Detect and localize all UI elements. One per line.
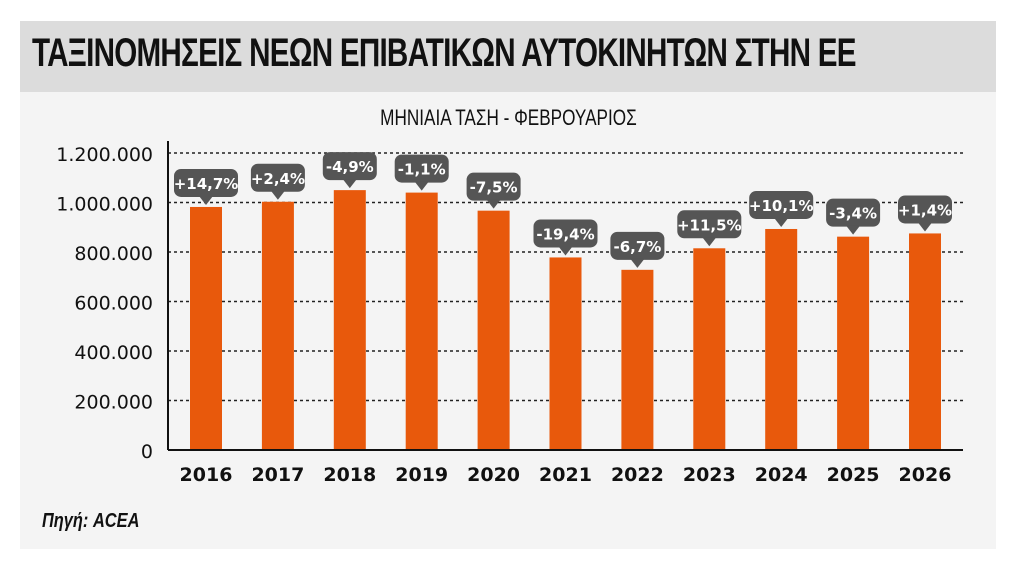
data-label: -19,4%: [536, 225, 594, 243]
data-label-pointer: [342, 179, 357, 189]
data-label-bubble: [174, 168, 238, 197]
data-label-bubble: [250, 163, 305, 192]
y-tick-label: 1.000.000: [56, 194, 153, 216]
data-label: -4,9%: [326, 158, 374, 176]
x-tick-label: 2023: [683, 464, 736, 486]
data-label-pointer: [630, 258, 645, 268]
chart-subtitle-text: ΜΗΝΙΑΙΑ ΤΑΣΗ - ΦΕΒΡΟΥΑΡΙΟΣ: [379, 105, 637, 130]
data-label-pointer: [702, 237, 717, 247]
data-label-pointer: [846, 225, 861, 235]
x-tick-label: 2026: [899, 464, 952, 486]
x-tick-label: 2020: [467, 464, 520, 486]
bar-2025: [837, 236, 870, 450]
bar-2023: [693, 248, 726, 450]
chart-subtitle: ΜΗΝΙΑΙΑ ΤΑΣΗ - ΦΕΒΡΟΥΑΡΙΟΣ: [20, 105, 996, 131]
data-label: +2,4%: [251, 170, 305, 188]
bar-2016: [190, 206, 222, 450]
data-label: +10,1%: [749, 197, 814, 215]
data-label: -7,5%: [470, 179, 518, 197]
header-band: ΤΑΞΙΝΟΜΗΣΕΙΣ ΝΕΩΝ ΕΠΙΒΑΤΙΚΩΝ ΑΥΤΟΚΙΝΗΤΩΝ…: [20, 21, 996, 92]
data-label-bubble: [677, 210, 742, 239]
bar-2018: [333, 190, 366, 450]
data-label: +14,7%: [174, 175, 239, 193]
bar-2021: [549, 257, 582, 450]
y-tick-label: 800.000: [74, 243, 153, 265]
data-label-bubble: [466, 172, 521, 201]
x-tick-label: 2025: [827, 464, 880, 486]
data-label-pointer: [774, 217, 789, 227]
data-label-pointer: [414, 181, 429, 191]
data-label-pointer: [199, 195, 213, 205]
x-tick-label: 2019: [395, 464, 448, 486]
data-label: -1,1%: [398, 161, 446, 179]
bar-2020: [477, 210, 510, 450]
data-label-bubble: [533, 219, 598, 248]
data-label-pointer: [918, 222, 932, 232]
bar-2024: [765, 228, 798, 450]
data-label-bubble: [749, 190, 814, 219]
x-tick-label: 2021: [539, 464, 592, 486]
x-tick-label: 2016: [180, 464, 233, 486]
data-label-pointer: [270, 190, 285, 200]
y-tick-label: 200.000: [74, 392, 153, 414]
y-tick-label: 1.200.000: [56, 144, 153, 166]
y-tick-label: 600.000: [74, 293, 153, 315]
bar-2026: [909, 233, 941, 450]
data-label: -3,4%: [829, 205, 877, 223]
data-label: -6,7%: [613, 238, 661, 256]
y-tick-label: 0: [141, 441, 153, 463]
data-label: +1,4%: [898, 201, 952, 219]
x-tick-label: 2022: [611, 464, 664, 486]
bar-2019: [405, 192, 438, 450]
y-tick-label: 400.000: [74, 342, 153, 364]
data-label-pointer: [558, 246, 573, 256]
page-title: ΤΑΞΙΝΟΜΗΣΕΙΣ ΝΕΩΝ ΕΠΙΒΑΤΙΚΩΝ ΑΥΤΟΚΙΝΗΤΩΝ…: [32, 31, 856, 75]
data-label: +11,5%: [677, 216, 742, 234]
x-tick-label: 2017: [251, 464, 304, 486]
data-label-bubble: [394, 154, 449, 183]
bar-2017: [261, 201, 294, 450]
bar-chart: 0 200.000 400.000 600.000 800.000 1.000.000 1.…: [56, 141, 963, 486]
bar-2022: [621, 269, 654, 450]
source-note: Πηγή: ACEA: [42, 510, 140, 532]
chart-panel: ΤΑΞΙΝΟΜΗΣΕΙΣ ΝΕΩΝ ΕΠΙΒΑΤΙΚΩΝ ΑΥΤΟΚΙΝΗΤΩΝ…: [20, 21, 996, 549]
x-tick-label: 2018: [323, 464, 376, 486]
data-label-bubble: [322, 152, 377, 181]
data-label-pointer: [486, 199, 501, 209]
x-tick-label: 2024: [755, 464, 808, 486]
data-label-bubble: [826, 198, 881, 227]
data-label-bubble: [610, 231, 665, 260]
data-label-bubble: [898, 195, 952, 224]
